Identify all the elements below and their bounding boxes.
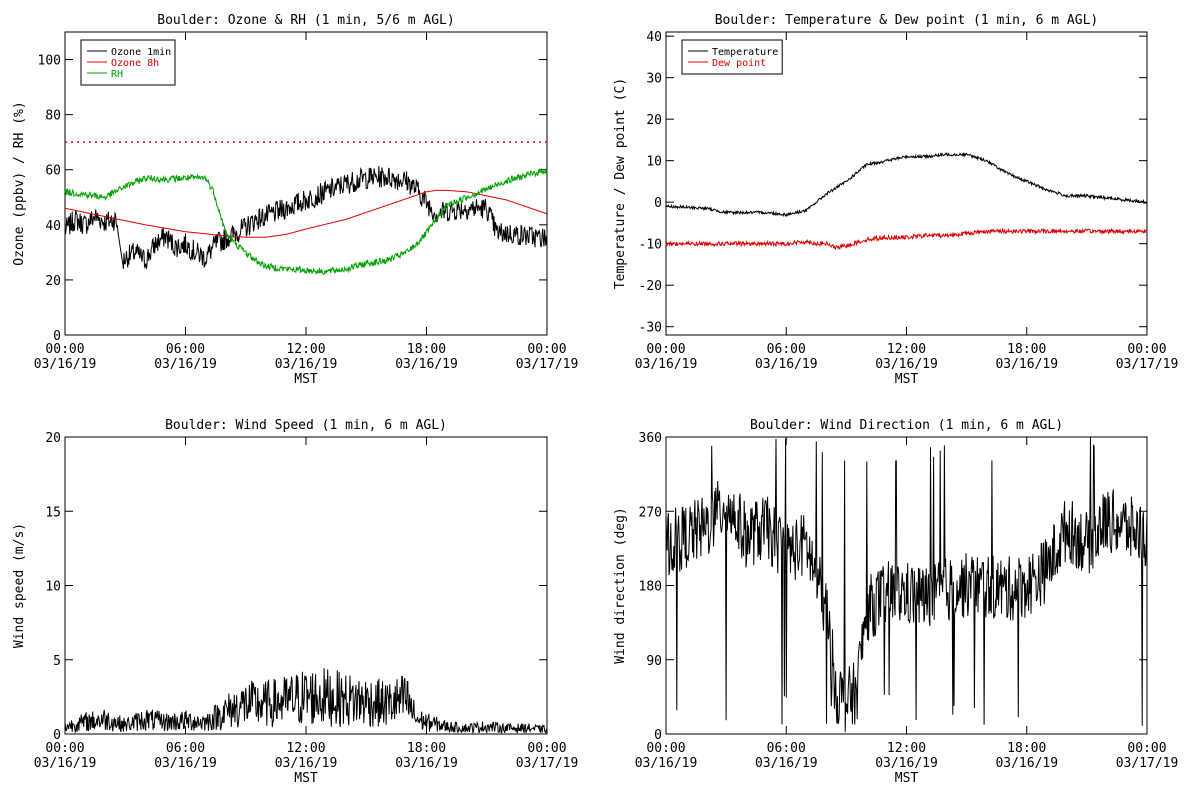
x-tick-date: 03/16/19: [395, 756, 458, 771]
x-tick-time: 18:00: [407, 342, 446, 357]
y-tick-label: -30: [639, 321, 662, 336]
x-tick-time: 06:00: [166, 342, 205, 357]
series-line-1-0: [666, 151, 1148, 218]
plot-frame-1: [665, 31, 1148, 336]
y-tick-label: 20: [45, 431, 61, 446]
y-tick-label: 0: [654, 196, 662, 211]
y-tick-label: 30: [646, 72, 662, 87]
x-tick-date: 03/16/19: [755, 756, 818, 771]
y-axis-label-0: Ozone (ppbv) / RH (%): [12, 101, 27, 265]
y-tick-label: 80: [45, 109, 61, 124]
x-tick-date: 03/16/19: [154, 756, 217, 771]
x-tick-time: 00:00: [1127, 741, 1166, 756]
y-tick-label: 40: [45, 219, 61, 234]
y-tick-label: 0: [53, 329, 61, 344]
x-tick-date: 03/16/19: [154, 357, 217, 372]
x-tick-date: 03/16/19: [995, 357, 1058, 372]
x-tick-time: 00:00: [646, 741, 685, 756]
x-tick-date: 03/17/19: [516, 357, 579, 372]
y-tick-label: 0: [53, 728, 61, 743]
legend-label: Ozone 1min: [111, 47, 171, 58]
x-tick-time: 18:00: [1007, 741, 1046, 756]
x-tick-date: 03/16/19: [275, 756, 338, 771]
chart-title-3: Boulder: Wind Direction (1 min, 6 m AGL): [750, 418, 1063, 433]
y-axis-label-2: Wind speed (m/s): [12, 523, 27, 648]
y-tick-label: 10: [45, 580, 61, 595]
x-tick-time: 12:00: [286, 342, 325, 357]
y-tick-label: -10: [639, 238, 662, 253]
x-tick-date: 03/17/19: [1116, 756, 1179, 771]
y-tick-label: 180: [639, 580, 662, 595]
x-tick-time: 12:00: [286, 741, 325, 756]
series-line-3-0: [665, 437, 1148, 732]
y-tick-label: 100: [38, 54, 61, 69]
x-tick-date: 03/16/19: [275, 357, 338, 372]
x-tick-date: 03/17/19: [1116, 357, 1179, 372]
legend-label: Dew point: [712, 58, 766, 69]
y-tick-label: -20: [639, 279, 662, 294]
x-tick-time: 06:00: [767, 342, 806, 357]
y-tick-label: 5: [53, 654, 61, 669]
x-tick-time: 00:00: [45, 342, 84, 357]
x-tick-date: 03/16/19: [755, 357, 818, 372]
x-axis-label-0: MST: [294, 372, 318, 387]
chart-title-1: Boulder: Temperature & Dew point (1 min,…: [715, 13, 1099, 28]
x-tick-time: 12:00: [887, 342, 926, 357]
x-tick-time: 00:00: [527, 342, 566, 357]
x-tick-date: 03/16/19: [34, 756, 97, 771]
x-tick-time: 18:00: [407, 741, 446, 756]
x-axis-label-3: MST: [895, 771, 919, 786]
y-tick-label: 40: [646, 30, 662, 45]
y-tick-label: 60: [45, 164, 61, 179]
series-line-1-1: [665, 227, 1148, 251]
x-tick-time: 06:00: [767, 741, 806, 756]
x-tick-time: 18:00: [1007, 342, 1046, 357]
y-tick-label: 270: [639, 505, 662, 520]
x-tick-date: 03/16/19: [395, 357, 458, 372]
legend-label: RH: [111, 69, 123, 80]
y-tick-label: 20: [646, 113, 662, 128]
legend-box-1: [681, 39, 783, 75]
y-tick-label: 0: [654, 728, 662, 743]
series-line-2-0: [64, 668, 547, 735]
x-tick-time: 00:00: [527, 741, 566, 756]
x-tick-date: 03/16/19: [34, 357, 97, 372]
series-line-0-2: [64, 167, 548, 276]
chart-title-0: Boulder: Ozone & RH (1 min, 5/6 m AGL): [157, 13, 454, 28]
x-tick-time: 00:00: [1127, 342, 1166, 357]
y-tick-label: 15: [45, 505, 61, 520]
x-tick-time: 00:00: [646, 342, 685, 357]
x-axis-label-2: MST: [294, 771, 318, 786]
x-tick-date: 03/16/19: [995, 756, 1058, 771]
y-axis-label-1: Temperature / Dew point (C): [613, 78, 628, 289]
y-tick-label: 20: [45, 274, 61, 289]
x-tick-time: 06:00: [166, 741, 205, 756]
y-axis-label-3: Wind direction (deg): [613, 507, 628, 664]
x-axis-label-1: MST: [895, 372, 919, 387]
chart-title-2: Boulder: Wind Speed (1 min, 6 m AGL): [165, 418, 447, 433]
plot-frame-2: [64, 436, 548, 735]
x-tick-time: 00:00: [45, 741, 84, 756]
x-tick-date: 03/16/19: [635, 357, 698, 372]
series-line-0-0: [64, 166, 548, 270]
x-tick-time: 12:00: [887, 741, 926, 756]
series-line-0-1: [64, 189, 548, 238]
y-tick-label: 360: [639, 431, 662, 446]
y-tick-label: 10: [646, 155, 662, 170]
legend-label: Ozone 8h: [111, 58, 159, 69]
legend-label: Temperature: [712, 47, 778, 58]
x-tick-date: 03/16/19: [875, 357, 938, 372]
y-tick-label: 90: [646, 654, 662, 669]
x-tick-date: 03/16/19: [635, 756, 698, 771]
x-tick-date: 03/16/19: [875, 756, 938, 771]
x-tick-date: 03/17/19: [516, 756, 579, 771]
